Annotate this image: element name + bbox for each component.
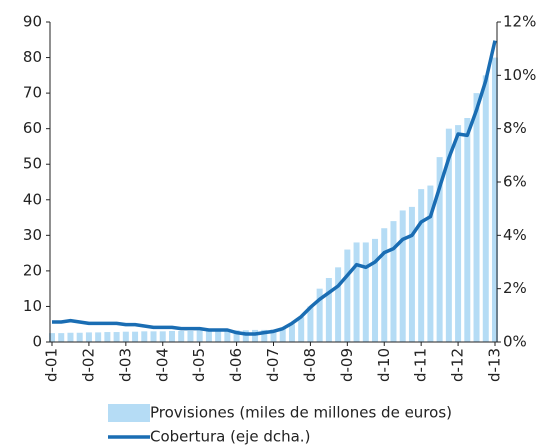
bar xyxy=(76,332,83,342)
bar xyxy=(104,332,111,342)
y2-tick-label: 6% xyxy=(503,173,527,191)
bar xyxy=(325,278,332,342)
legend-swatch xyxy=(108,404,150,422)
x-tick-label: d-13 xyxy=(486,348,504,382)
bar xyxy=(168,330,175,342)
bar xyxy=(362,242,369,342)
y2-tick-label: 0% xyxy=(503,333,527,351)
y2-tick-label: 8% xyxy=(503,119,527,137)
bar xyxy=(270,329,277,342)
bar xyxy=(482,75,489,342)
bar xyxy=(159,331,166,342)
bar xyxy=(408,206,415,342)
bar xyxy=(132,331,139,342)
bar xyxy=(233,330,240,342)
y-tick-label: 60 xyxy=(23,119,42,137)
bar xyxy=(178,330,185,342)
bar xyxy=(49,333,55,342)
bar xyxy=(58,333,65,342)
y-tick-label: 0 xyxy=(32,333,42,351)
x-tick-label: d-08 xyxy=(301,348,319,382)
y-tick-label: 50 xyxy=(23,155,42,173)
bar xyxy=(196,330,203,342)
y-tick-label: 30 xyxy=(23,226,42,244)
bar xyxy=(141,331,148,342)
x-tick-label: d-09 xyxy=(338,348,356,382)
bar xyxy=(279,327,286,342)
bar xyxy=(307,306,314,342)
bar xyxy=(372,238,379,342)
x-tick-label: d-10 xyxy=(375,348,393,382)
y-tick-label: 80 xyxy=(23,48,42,66)
bar xyxy=(85,332,92,342)
y2-tick-label: 4% xyxy=(503,226,527,244)
bar xyxy=(455,125,462,342)
y2-tick-label: 2% xyxy=(503,279,527,297)
x-tick-label: d-07 xyxy=(264,348,282,382)
bar xyxy=(187,330,194,342)
bar xyxy=(261,329,268,342)
line xyxy=(52,40,497,336)
x-tick-label: d-02 xyxy=(79,348,97,382)
x-tick-label: d-05 xyxy=(190,348,208,382)
bar xyxy=(390,221,397,342)
bar xyxy=(122,331,129,342)
bar xyxy=(418,189,425,342)
bar xyxy=(298,317,305,342)
bar xyxy=(95,332,102,342)
bar xyxy=(205,330,212,342)
bar xyxy=(436,157,443,342)
bar xyxy=(473,93,480,342)
x-tick-label: d-03 xyxy=(116,348,134,382)
bar xyxy=(445,128,452,342)
x-tick-label: d-11 xyxy=(412,348,430,382)
y-tick-label: 20 xyxy=(23,261,42,279)
y-tick-label: 70 xyxy=(23,84,42,102)
bar xyxy=(150,331,157,342)
bar xyxy=(224,330,231,342)
bar xyxy=(316,288,323,342)
legend-label: Provisiones (miles de millones de euros) xyxy=(150,404,452,422)
bar xyxy=(464,118,471,342)
y-tick-label: 40 xyxy=(23,190,42,208)
x-tick-label: d-06 xyxy=(227,348,245,382)
bar xyxy=(344,249,351,342)
bar xyxy=(492,57,498,343)
y2-tick-label: 10% xyxy=(503,66,536,84)
x-tick-label: d-12 xyxy=(449,348,467,382)
bar xyxy=(242,330,249,342)
bar xyxy=(67,332,74,342)
y-tick-label: 10 xyxy=(23,297,42,315)
bar xyxy=(427,185,434,342)
bar xyxy=(335,267,342,342)
bar xyxy=(381,228,388,342)
bar xyxy=(353,242,360,342)
bar xyxy=(252,329,259,342)
x-tick-label: d-01 xyxy=(43,348,61,382)
bar xyxy=(215,330,222,342)
bar xyxy=(288,324,295,342)
legend-label: Cobertura (eje dcha.) xyxy=(150,428,310,446)
y-tick-label: 90 xyxy=(23,13,42,31)
x-tick-label: d-04 xyxy=(153,348,171,382)
bar xyxy=(399,210,406,342)
bar xyxy=(113,332,120,342)
y2-tick-label: 12% xyxy=(503,13,536,31)
